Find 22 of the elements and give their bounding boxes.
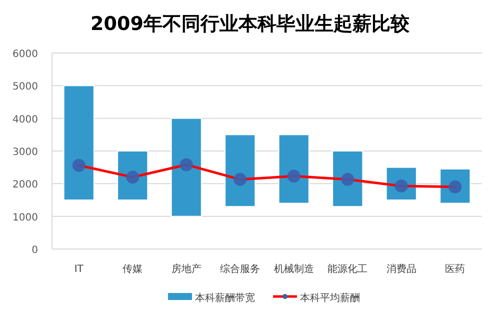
bar — [170, 118, 202, 217]
y-tick-label: 0 — [32, 245, 38, 256]
x-tick-label: 能源化工 — [328, 263, 368, 275]
y-tick-label: 6000 — [12, 49, 38, 60]
y-tick-label: 1000 — [12, 212, 38, 224]
bar — [224, 134, 256, 208]
legend-label: 本科薪酬带宽 — [195, 292, 255, 304]
x-tick-label: 传媒 — [122, 264, 143, 275]
chart-title: 2009年不同行业本科毕业生起薪比较 — [90, 13, 410, 35]
x-tick-label: 消费品 — [386, 263, 416, 275]
legend-label: 本科平均薪酬 — [300, 292, 360, 304]
bar — [278, 134, 310, 204]
y-tick-label: 5000 — [12, 82, 38, 93]
x-tick-label: 机械制造 — [274, 263, 314, 275]
bar — [63, 85, 94, 200]
y-tick-label: 4000 — [12, 114, 38, 126]
y-tick-label: 3000 — [12, 147, 38, 158]
x-tick-label: 医药 — [445, 263, 466, 275]
y-tick-label: 2000 — [12, 180, 38, 191]
x-tick-label: 综合服务 — [220, 263, 260, 275]
x-tick-label: IT — [74, 264, 84, 275]
x-tick-label: 房地产 — [171, 263, 202, 275]
